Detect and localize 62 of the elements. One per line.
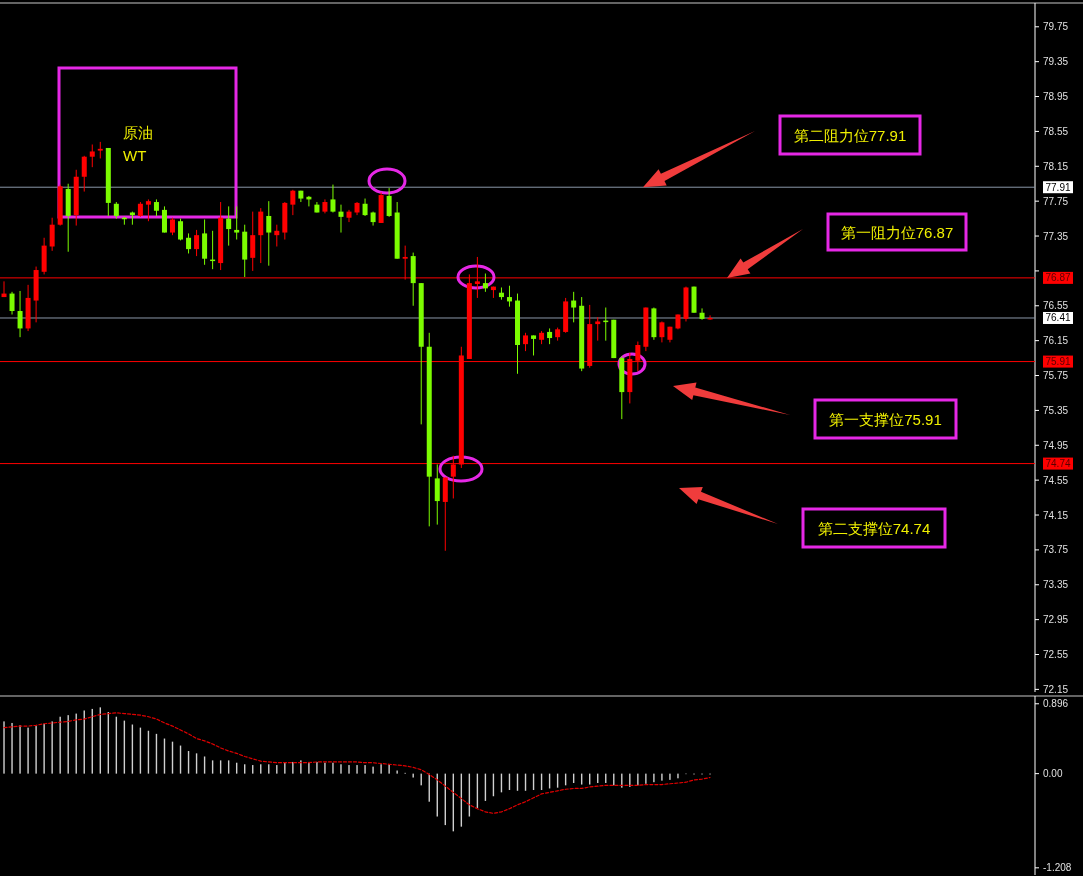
y-tick-label: 78.15 — [1043, 160, 1069, 172]
y-tick-label: 74.95 — [1043, 439, 1069, 451]
ref-line-label: 74.74 — [1045, 458, 1071, 470]
y-tick-label: 75.35 — [1043, 404, 1069, 416]
candlestick — [81, 155, 87, 193]
annotation: 第一阻力位76.87 — [840, 223, 954, 241]
candlestick — [17, 290, 23, 338]
ref-line-label: 76.87 — [1045, 272, 1071, 284]
candlestick — [258, 207, 264, 264]
line-series — [3, 712, 711, 814]
ref-line-label: 77.91 — [1045, 181, 1071, 193]
annotation: 原油 WT — [123, 124, 153, 164]
y-tick-label: 76.15 — [1043, 335, 1069, 347]
annotation: 第二阻力位77.91 — [793, 126, 907, 144]
candlestick — [531, 334, 537, 356]
y-tick-label: 0.896 — [1043, 698, 1069, 710]
candlestick — [145, 198, 151, 222]
y-tick-label: 79.35 — [1043, 56, 1069, 68]
y-tick-label: 73.35 — [1043, 579, 1069, 591]
candlestick — [226, 205, 232, 247]
y-tick-label: 76.55 — [1043, 300, 1069, 312]
y-tick-label: 74.55 — [1043, 474, 1069, 486]
ref-line-label: 75.91 — [1045, 356, 1071, 368]
candlestick — [338, 204, 344, 234]
annotation: 第二支撑位74.74 — [817, 519, 931, 537]
candlestick — [330, 184, 336, 213]
candlestick — [234, 205, 240, 241]
y-tick-label: 74.15 — [1043, 509, 1069, 521]
candlestick — [49, 217, 55, 252]
candlestick — [595, 316, 601, 342]
candlestick — [186, 232, 192, 254]
annotation: 第一支撑位75.91 — [829, 410, 942, 428]
candlestick — [194, 229, 200, 257]
y-tick-label: 73.75 — [1043, 544, 1069, 556]
candlestick — [386, 187, 392, 218]
candlestick — [571, 291, 577, 323]
candlestick — [290, 189, 296, 216]
y-tick-label: 77.75 — [1043, 195, 1069, 207]
candlestick — [699, 307, 705, 321]
y-tick-label: -1.208 — [1043, 862, 1072, 874]
candlestick — [274, 224, 280, 247]
candlestick — [266, 200, 272, 267]
ref-line-label: 76.41 — [1045, 312, 1071, 324]
y-tick-label: 79.75 — [1043, 21, 1069, 33]
candlestick — [250, 211, 256, 272]
y-tick-label: 75.75 — [1043, 370, 1069, 382]
y-tick-label: 77.35 — [1043, 230, 1069, 242]
y-tick-label: 72.15 — [1043, 683, 1069, 695]
y-tick-label: 78.55 — [1043, 125, 1069, 137]
candlestick — [161, 205, 167, 234]
y-tick-label: 72.55 — [1043, 649, 1069, 661]
candlestick — [346, 209, 352, 223]
candlestick — [89, 143, 95, 168]
y-tick-label: 72.95 — [1043, 614, 1069, 626]
y-tick-label: 0.00 — [1043, 768, 1063, 780]
candlestick — [659, 320, 665, 343]
candlestick — [482, 273, 488, 293]
candlestick — [506, 285, 512, 308]
y-tick-label: 78.95 — [1043, 91, 1069, 103]
candlestick — [434, 463, 440, 526]
candlestick — [523, 332, 529, 352]
candlestick — [9, 291, 15, 315]
